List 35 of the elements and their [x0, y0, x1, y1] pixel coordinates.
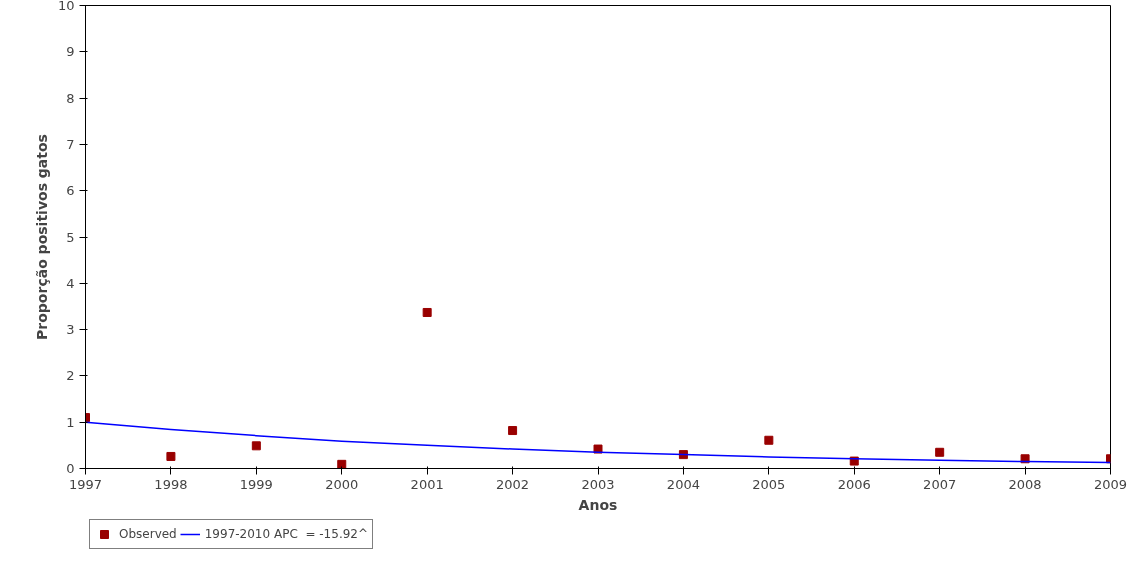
y-tick-label: 2 — [66, 368, 75, 384]
legend-label: 1997-2010 APC = -15.92^ — [204, 527, 369, 541]
x-tick-label: 2007 — [923, 476, 957, 492]
point — [251, 441, 261, 451]
x-tick-label: 2001 — [410, 476, 444, 492]
x-tick-label: 2006 — [837, 476, 871, 492]
x-tick-label: 2009 — [1093, 476, 1128, 492]
y-tick-label: 3 — [66, 322, 75, 338]
y-tick-label: 1 — [66, 414, 75, 430]
x-tick-label: 2003 — [581, 476, 615, 492]
x-tick-label: 2005 — [752, 476, 786, 492]
x-tick-label: 2008 — [1008, 476, 1042, 492]
x-tick-label: 2000 — [325, 476, 359, 492]
x-axis-title: Anos — [578, 496, 618, 513]
x-tick-label: 2004 — [666, 476, 700, 492]
x-tick-label: 1999 — [239, 476, 273, 492]
y-tick-label: 7 — [66, 136, 75, 152]
x-tick-label: 2002 — [496, 476, 530, 492]
x-tick-label: 1997 — [68, 476, 103, 492]
x-tick-label: 1998 — [154, 476, 188, 492]
y-tick-label: 4 — [66, 275, 75, 291]
y-tick-label: 9 — [66, 44, 75, 60]
point — [422, 307, 432, 317]
y-tick-label: 0 — [66, 461, 75, 476]
y-tick-label: 8 — [66, 90, 75, 106]
legend-label: Observed — [119, 527, 177, 541]
y-tick-label: 6 — [66, 183, 75, 199]
point — [935, 447, 945, 457]
point — [508, 426, 518, 436]
point — [166, 451, 176, 461]
point — [764, 435, 774, 445]
point — [337, 459, 347, 469]
y-tick-label: 10 — [57, 0, 75, 13]
y-tick-label: 5 — [66, 229, 75, 245]
y-axis-title: Proporção positivos gatos — [33, 134, 50, 340]
